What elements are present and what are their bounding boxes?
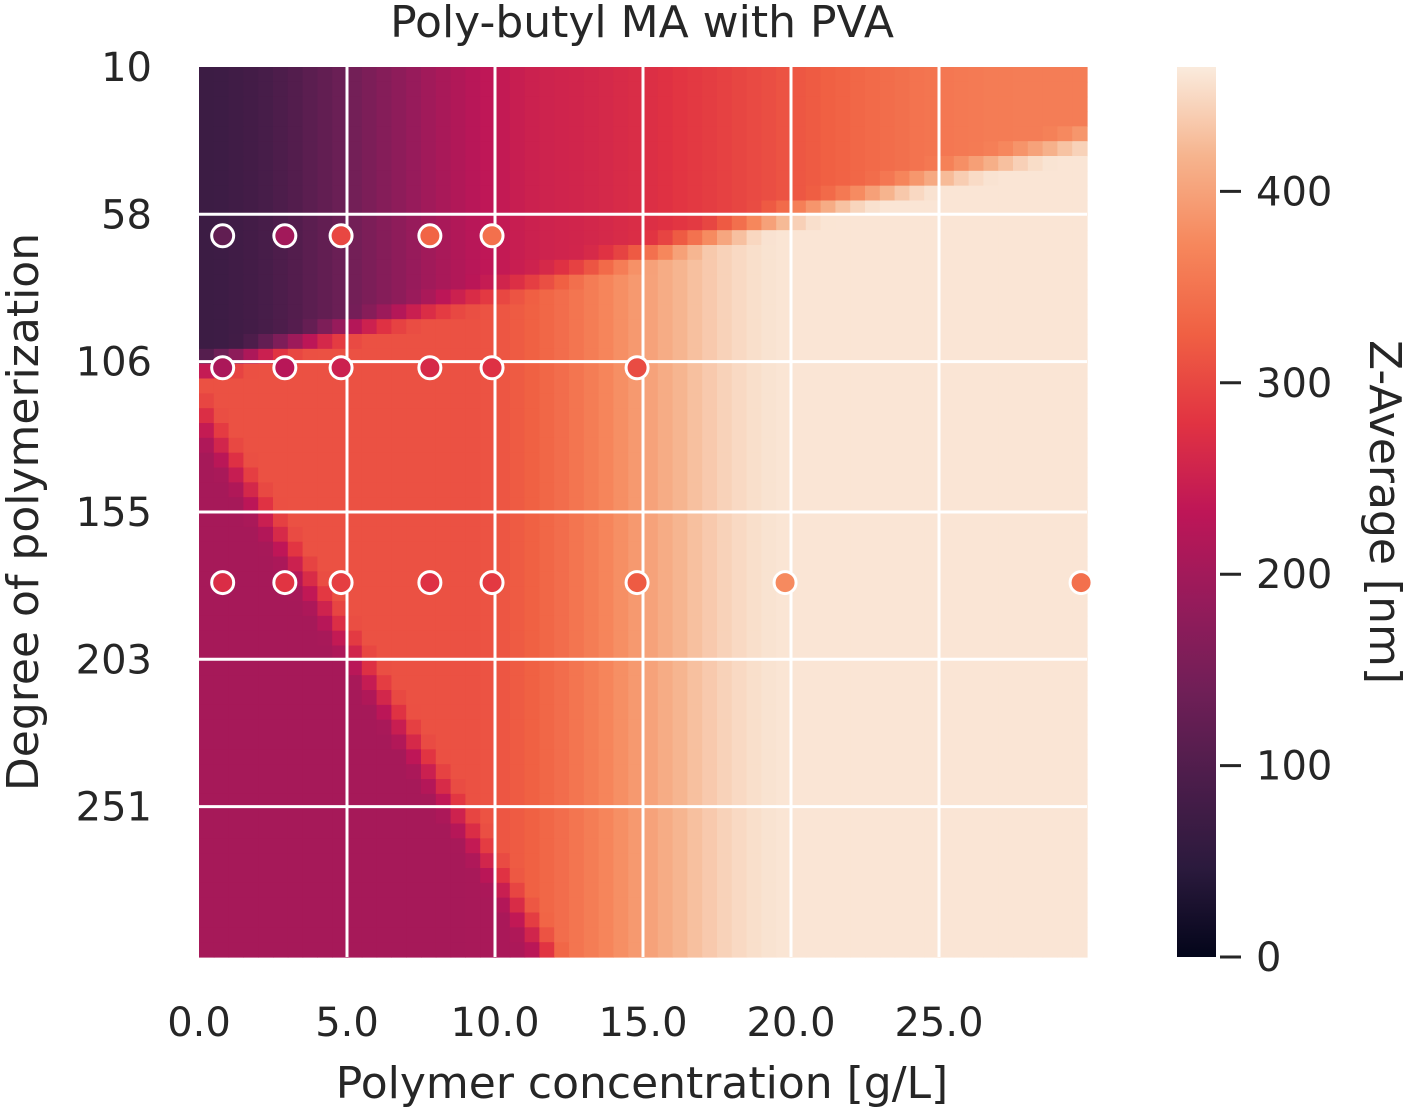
x-axis-label: Polymer concentration [g/L]: [336, 1058, 948, 1109]
colorbar-tick-label: 400: [1256, 169, 1332, 215]
data-point: [624, 570, 650, 596]
data-point: [624, 355, 650, 381]
data-point: [328, 355, 354, 381]
data-point: [417, 355, 443, 381]
heatmap-cells: [199, 67, 1088, 958]
data-point: [210, 570, 236, 596]
data-point: [1068, 570, 1094, 596]
data-point: [210, 355, 236, 381]
data-point: [272, 355, 298, 381]
x-tick-label: 20.0: [746, 1000, 835, 1046]
data-point: [772, 570, 798, 596]
y-tick-label: 251: [76, 785, 152, 831]
y-tick-label: 106: [76, 340, 152, 386]
data-point: [210, 223, 236, 249]
colorbar-tick-label: 300: [1256, 361, 1332, 407]
data-point: [479, 223, 505, 249]
y-tick-label: 203: [76, 637, 152, 683]
x-tick-label: 25.0: [894, 1000, 983, 1046]
data-point: [479, 355, 505, 381]
data-point: [417, 223, 443, 249]
data-points: [210, 223, 1094, 596]
x-tick-label: 5.0: [315, 1000, 379, 1046]
data-point: [272, 223, 298, 249]
data-point: [272, 570, 298, 596]
y-tick-label: 155: [76, 490, 152, 536]
x-tick-label: 15.0: [598, 1000, 687, 1046]
colorbar-ticks: 0 100 200 300 400: [1220, 169, 1332, 981]
x-tick-label: 10.0: [450, 1000, 539, 1046]
data-point: [417, 570, 443, 596]
colorbar-tick-label: 200: [1256, 552, 1332, 598]
x-axis-ticks: 0.0 5.0 10.0 15.0 20.0 25.0: [167, 1000, 983, 1046]
x-tick-label: 0.0: [167, 1000, 231, 1046]
y-axis-label: Degree of polymerization: [0, 233, 49, 791]
data-point: [328, 223, 354, 249]
y-axis-ticks: 10 58 106 155 203 251: [76, 45, 152, 831]
colorbar: [1177, 67, 1216, 957]
colorbar-label: Z-Average [nm]: [1359, 340, 1409, 684]
y-tick-label: 58: [101, 192, 152, 238]
data-point: [328, 570, 354, 596]
colorbar-tick-label: 100: [1256, 744, 1332, 790]
colorbar-tick-label: 0: [1256, 935, 1281, 981]
data-point: [479, 570, 505, 596]
y-tick-label: 10: [101, 45, 152, 91]
chart-title: Poly-butyl MA with PVA: [390, 0, 894, 48]
